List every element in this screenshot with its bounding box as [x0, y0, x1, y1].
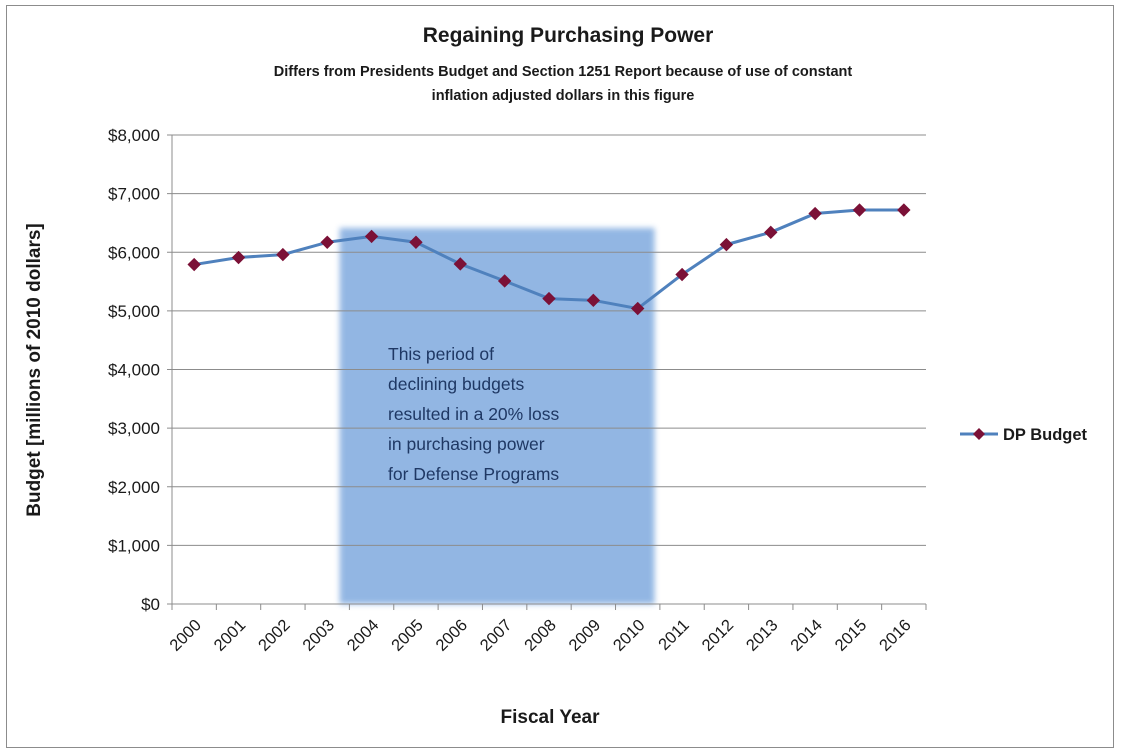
annotation-line: for Defense Programs [388, 464, 559, 484]
legend-swatch-marker [973, 428, 985, 440]
y-tick-label: $6,000 [108, 243, 160, 262]
annotation-line: in purchasing power [388, 434, 545, 454]
data-point-marker [586, 293, 601, 308]
data-point-marker [276, 247, 290, 262]
x-tick-label: 2009 [565, 616, 604, 655]
data-point-marker [364, 229, 379, 244]
y-tick-label: $1,000 [108, 536, 160, 555]
x-tick-label: 2003 [299, 616, 338, 655]
data-point-marker [542, 291, 556, 306]
x-tick-label: 2007 [477, 616, 516, 655]
x-tick-label: 2000 [166, 616, 205, 655]
data-point-marker [497, 274, 512, 288]
x-tick-label: 2015 [832, 616, 871, 655]
data-point-marker [453, 257, 468, 271]
y-tick-label: $2,000 [108, 478, 160, 497]
data-point-marker [897, 203, 911, 217]
annotation-line: This period of [388, 344, 494, 364]
y-tick-label: $3,000 [108, 419, 160, 438]
x-tick-label: 2006 [432, 616, 471, 655]
data-point-marker [231, 250, 246, 265]
y-tick-label: $8,000 [108, 126, 160, 145]
data-point-marker [808, 206, 822, 221]
chart-title: Regaining Purchasing Power [422, 24, 714, 47]
data-point-marker [409, 235, 423, 249]
x-tick-label: 2010 [610, 616, 649, 655]
y-tick-label: $4,000 [108, 361, 160, 380]
annotation-line: declining budgets [388, 374, 524, 394]
x-tick-label: 2002 [255, 616, 294, 655]
x-axis-title: Fiscal Year [501, 707, 601, 728]
chart-subtitle: Differs from Presidents Budget and Secti… [273, 64, 853, 104]
highlight-band [339, 228, 655, 604]
y-axis-title: Budget [millions of 2010 dollars] [24, 223, 45, 517]
x-tick-label: 2004 [344, 616, 383, 655]
data-point-marker [630, 301, 645, 316]
x-tick-label: 2014 [787, 616, 826, 655]
data-point-marker [852, 203, 867, 217]
y-tick-label: $0 [141, 595, 160, 614]
x-tick-label: 2011 [655, 616, 693, 654]
y-tick-label: $5,000 [108, 302, 160, 321]
annotation-line: resulted in a 20% loss [388, 404, 559, 424]
data-point-marker [764, 225, 778, 240]
x-tick-label: 2008 [521, 616, 560, 655]
x-tick-label: 2016 [876, 616, 915, 655]
legend-label: DP Budget [1003, 426, 1088, 444]
x-tick-label: 2012 [699, 616, 738, 655]
data-point-marker [719, 237, 734, 252]
x-tick-label: 2005 [388, 616, 427, 655]
data-point-marker [187, 257, 201, 272]
y-tick-label: $7,000 [108, 185, 160, 204]
x-tick-label: 2013 [743, 616, 782, 655]
data-point-marker [675, 267, 689, 282]
data-point-marker [320, 235, 334, 249]
x-tick-label: 2001 [211, 616, 250, 655]
